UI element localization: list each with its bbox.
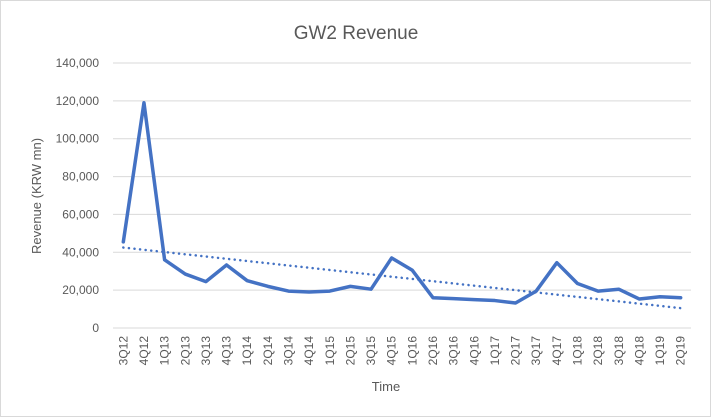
y-tick-label: 80,000 — [62, 170, 99, 184]
trendline — [123, 248, 680, 309]
x-tick-label: 1Q15 — [323, 336, 337, 366]
x-tick-label: 4Q12 — [137, 336, 151, 366]
x-tick-label: 2Q17 — [509, 336, 523, 366]
x-tick-label: 3Q13 — [199, 336, 213, 366]
x-tick-label: 2Q14 — [261, 336, 275, 366]
x-axis-label: Time — [372, 379, 400, 394]
y-tick-label: 20,000 — [62, 283, 99, 297]
x-tick-label: 4Q18 — [632, 336, 646, 366]
x-tick-label: 4Q13 — [220, 336, 234, 366]
y-tick-label: 0 — [92, 321, 99, 335]
x-tick-label: 3Q18 — [612, 336, 626, 366]
x-tick-label: 2Q16 — [426, 336, 440, 366]
x-tick-label: 2Q13 — [178, 336, 192, 366]
series-line — [123, 103, 680, 303]
x-tick-label: 4Q16 — [467, 336, 481, 366]
x-tick-label: 3Q14 — [281, 336, 295, 366]
x-tick-label: 4Q15 — [385, 336, 399, 366]
y-tick-label: 40,000 — [62, 245, 99, 259]
x-tick-label: 1Q13 — [158, 336, 172, 366]
chart-title: GW2 Revenue — [294, 23, 419, 44]
x-tick-label: 4Q14 — [302, 336, 316, 366]
x-tick-label: 1Q17 — [488, 336, 502, 366]
y-axis-label: Revenue (KRW mn) — [29, 138, 44, 254]
x-tick-label: 2Q18 — [591, 336, 605, 366]
x-tick-label: 2Q19 — [674, 336, 688, 366]
x-tick-label: 3Q15 — [364, 336, 378, 366]
y-tick-label: 140,000 — [56, 56, 100, 70]
y-tick-label: 100,000 — [56, 132, 100, 146]
x-tick-label: 3Q16 — [447, 336, 461, 366]
x-tick-label: 1Q19 — [653, 336, 667, 366]
x-tick-label: 4Q17 — [550, 336, 564, 366]
x-tick-label: 3Q17 — [529, 336, 543, 366]
x-tick-label: 1Q16 — [405, 336, 419, 366]
x-tick-label: 1Q18 — [570, 336, 584, 366]
y-tick-label: 60,000 — [62, 207, 99, 221]
x-tick-label: 3Q12 — [116, 336, 130, 366]
x-tick-label: 2Q15 — [343, 336, 357, 366]
y-tick-label: 120,000 — [56, 94, 100, 108]
x-tick-label: 1Q14 — [240, 336, 254, 366]
